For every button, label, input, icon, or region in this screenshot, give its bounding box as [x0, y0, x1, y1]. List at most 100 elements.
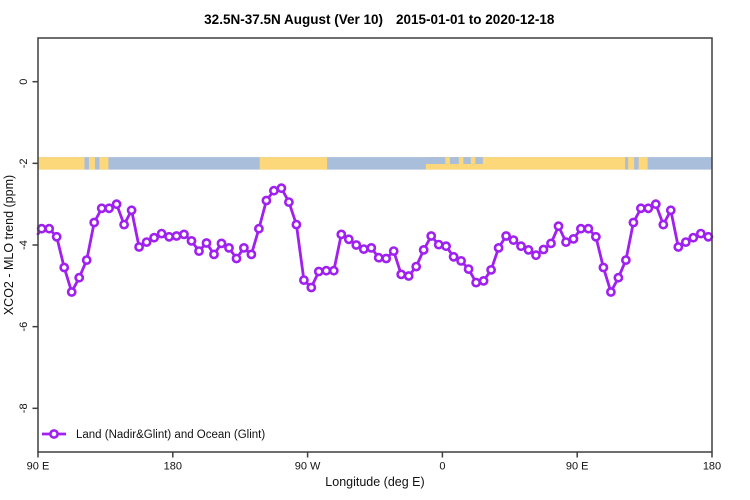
- data-point: [306, 282, 317, 293]
- data-point: [246, 249, 257, 260]
- data-point: [396, 269, 407, 280]
- data-point: [523, 244, 534, 255]
- data-point: [298, 275, 309, 285]
- data-point: [336, 229, 347, 240]
- data-point: [583, 223, 594, 234]
- data-point: [456, 255, 466, 266]
- data-point: [478, 275, 489, 286]
- legend: Land (Nadir&Glint) and Ocean (Glint): [42, 429, 265, 441]
- map-band-land: [628, 157, 635, 170]
- x-tick-label: 90 E: [566, 461, 589, 473]
- data-point: [104, 203, 114, 214]
- data-point: [606, 287, 616, 297]
- data-point: [531, 250, 541, 261]
- y-tick-label: -4: [18, 240, 30, 250]
- data-point: [268, 185, 279, 196]
- data-point: [546, 238, 556, 249]
- x-tick-label: 90 W: [295, 461, 321, 473]
- data-point: [516, 241, 526, 252]
- map-band-land: [638, 157, 648, 170]
- map-band-inland-sea: [425, 157, 446, 164]
- data-point: [621, 255, 631, 265]
- data-point: [598, 262, 609, 273]
- data-point: [194, 246, 204, 256]
- data-point: [658, 219, 669, 230]
- data-point: [650, 199, 661, 210]
- data-point: [253, 223, 264, 234]
- data-point: [561, 237, 571, 247]
- data-point: [291, 219, 302, 230]
- data-point: [111, 199, 122, 210]
- data-point: [321, 265, 332, 276]
- y-axis-label: XCO2 - MLO trend (ppm): [2, 175, 16, 315]
- data-point: [313, 266, 324, 277]
- data-point: [328, 265, 339, 276]
- data-point: [36, 223, 47, 234]
- data-series: [36, 183, 714, 297]
- x-axis-label: Longitude (deg E): [325, 475, 424, 489]
- data-point: [538, 244, 549, 255]
- data-point: [51, 231, 62, 242]
- map-band-land: [38, 157, 85, 170]
- data-point: [703, 231, 714, 242]
- data-point: [261, 195, 272, 206]
- data-point: [688, 232, 699, 243]
- data-point: [471, 277, 481, 288]
- data-point: [276, 183, 287, 194]
- data-point: [216, 238, 227, 249]
- data-point: [156, 228, 167, 239]
- x-tick-label: 180: [164, 461, 182, 473]
- data-point: [628, 217, 639, 228]
- data-point: [486, 264, 496, 275]
- data-point: [501, 231, 511, 241]
- chart-title-daterange: 2015-01-01 to 2020-12-18: [396, 12, 555, 27]
- data-point: [134, 242, 144, 252]
- x-tick-label: 180: [703, 461, 721, 473]
- data-point: [553, 221, 564, 232]
- data-point: [201, 238, 212, 248]
- data-point: [463, 264, 474, 274]
- data-point: [508, 235, 519, 245]
- y-tick-label: 0: [18, 79, 30, 85]
- data-point: [149, 232, 159, 243]
- chart-title-region: 32.5N-37.5N August (Ver 10): [204, 12, 383, 27]
- legend-marker-icon: [49, 429, 59, 439]
- series-line: [36, 186, 714, 294]
- data-point: [59, 262, 70, 273]
- x-tick-label: 90 E: [27, 461, 50, 473]
- map-band-inland-sea: [463, 157, 471, 164]
- x-tick-label: 0: [439, 461, 445, 473]
- data-point: [44, 223, 55, 234]
- map-band-inland-sea: [475, 157, 483, 164]
- data-point: [343, 234, 354, 245]
- data-point: [613, 272, 624, 283]
- data-point: [673, 242, 684, 252]
- data-point: [373, 252, 384, 263]
- map-band-land: [88, 157, 95, 170]
- data-point: [358, 244, 369, 254]
- data-point: [388, 246, 399, 256]
- data-point: [426, 231, 437, 241]
- data-point: [441, 241, 451, 252]
- data-point: [126, 205, 137, 216]
- data-point: [680, 237, 691, 247]
- data-point: [433, 239, 444, 250]
- data-point: [231, 253, 242, 264]
- data-point: [403, 271, 414, 281]
- map-band-land: [99, 157, 109, 170]
- data-point: [448, 251, 459, 262]
- data-point: [89, 217, 100, 228]
- data-point: [591, 231, 601, 242]
- data-point: [171, 231, 182, 241]
- data-point: [141, 237, 152, 247]
- data-point: [66, 287, 77, 297]
- map-band-inland-sea: [449, 157, 459, 164]
- data-point: [224, 242, 234, 253]
- data-point: [695, 228, 706, 239]
- data-point: [351, 240, 362, 250]
- data-point: [238, 242, 249, 253]
- data-point: [74, 272, 85, 283]
- data-point: [568, 233, 579, 244]
